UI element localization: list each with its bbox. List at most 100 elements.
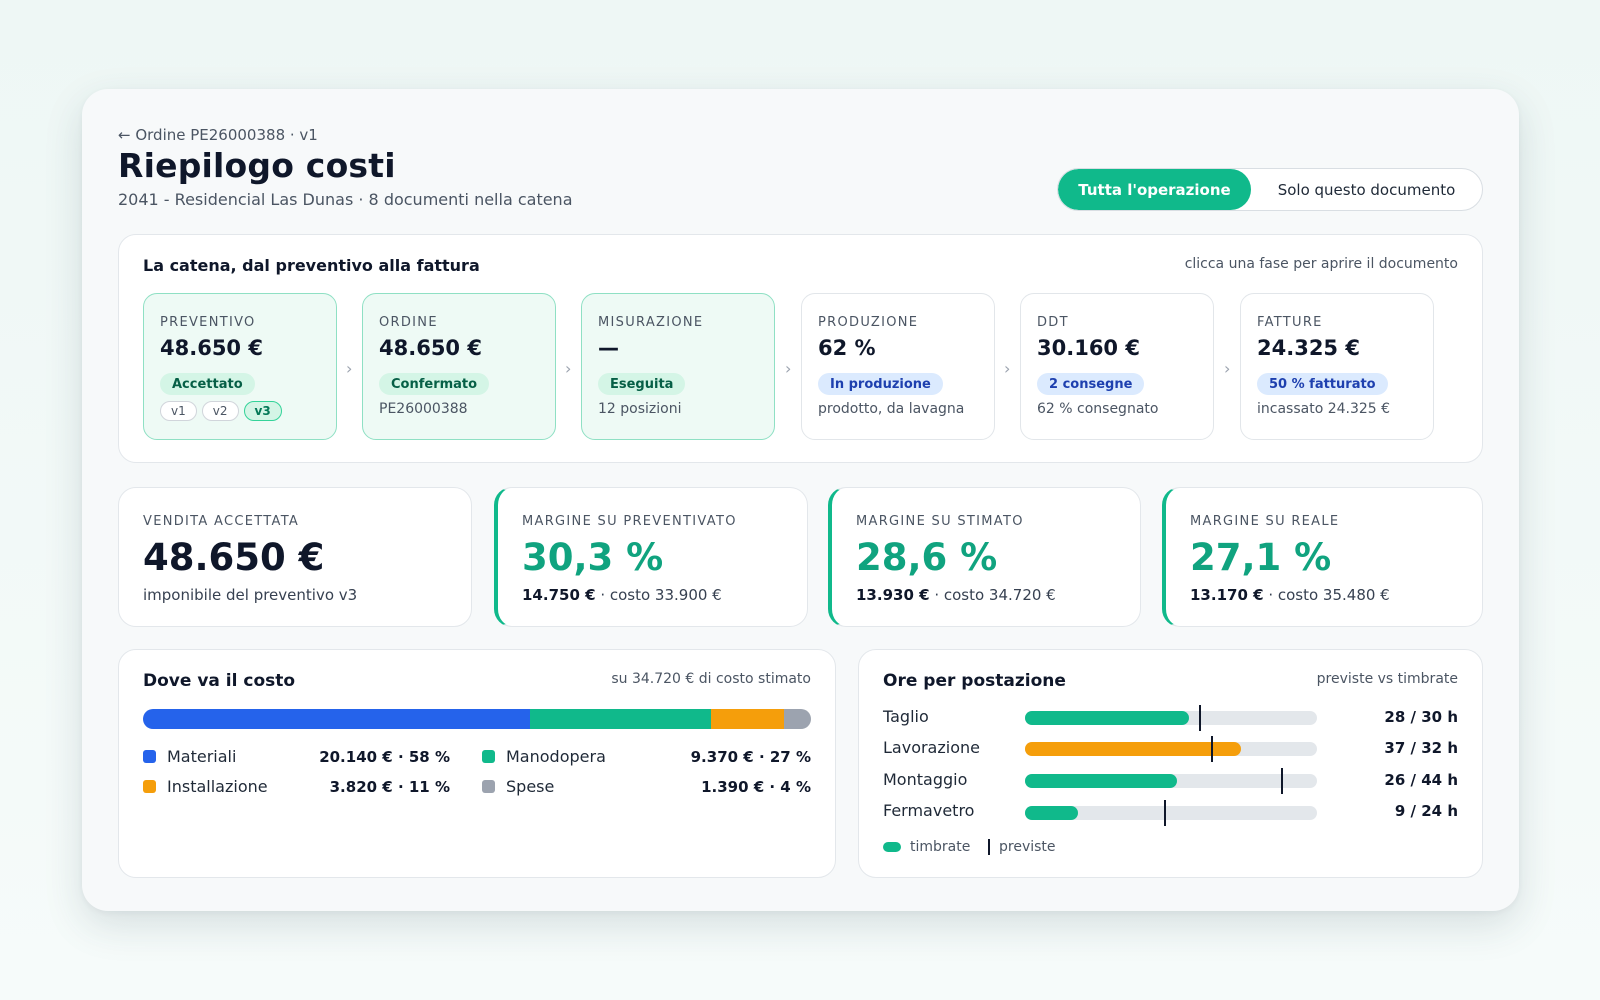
hours-title: Ore per postazione: [883, 671, 1066, 691]
kpi-margine-preventivato: MARGINE SU PREVENTIVATO 30,3 % 14.750 € …: [494, 487, 808, 627]
status-badge: In produzione: [818, 373, 943, 395]
chain-panel: La catena, dal preventivo alla fattura c…: [118, 234, 1483, 463]
status-badge: Eseguita: [598, 373, 686, 395]
hours-track: [1025, 705, 1317, 731]
hours-fill-logged: [1025, 774, 1177, 788]
version-list: v1 v2 v3: [160, 401, 282, 421]
phase-label: DDT: [1037, 315, 1069, 330]
kpi-vendita-accettata: VENDITA ACCETTATA 48.650 € imponibile de…: [118, 487, 472, 627]
legend-value: 1.390 € · 4 %: [701, 778, 811, 796]
legend-name: Manodopera: [506, 747, 606, 766]
phase-ordine[interactable]: ORDINE 48.650 € Confermato PE26000388: [362, 293, 556, 440]
legend-logged-label: timbrate: [910, 839, 971, 855]
kpi-sub: 14.750 € · costo 33.900 €: [522, 586, 722, 604]
hours-marker-planned: [1164, 800, 1167, 826]
phase-value: 24.325 €: [1257, 336, 1360, 360]
legend-name: Installazione: [167, 777, 268, 796]
station-label: Montaggio: [883, 770, 968, 789]
phase-note: PE26000388: [379, 401, 468, 417]
phase-ddt[interactable]: DDT 30.160 € 2 consegne 62 % consegnato: [1020, 293, 1214, 440]
hours-marker-planned: [1210, 736, 1213, 762]
legend-swatch-logged: [883, 842, 901, 852]
phase-misurazione[interactable]: MISURAZIONE — Eseguita 12 posizioni: [581, 293, 775, 440]
kpi-value: 48.650 €: [143, 536, 325, 579]
chevron-right-icon: ›: [1224, 359, 1231, 378]
cost-segment-installazione: [710, 709, 785, 729]
cost-hint: su 34.720 € di costo stimato: [611, 671, 811, 687]
toggle-whole-operation[interactable]: Tutta l'operazione: [1058, 169, 1251, 210]
legend-value: 20.140 € · 58 %: [319, 748, 450, 766]
phase-produzione[interactable]: PRODUZIONE 62 % In produzione prodotto, …: [801, 293, 995, 440]
phase-label: PRODUZIONE: [818, 315, 919, 330]
kpi-label: VENDITA ACCETTATA: [143, 514, 300, 529]
version-chip-v2[interactable]: v2: [201, 401, 239, 421]
station-label: Lavorazione: [883, 738, 980, 757]
scope-toggle: Tutta l'operazione Solo questo documento: [1057, 168, 1483, 211]
kpi-label: MARGINE SU PREVENTIVATO: [522, 514, 737, 529]
cost-breakdown-panel: Dove va il costo su 34.720 € di costo st…: [118, 649, 836, 878]
cost-stacked-bar: [143, 709, 811, 729]
kpi-cost: · costo 34.720 €: [929, 586, 1056, 604]
legend-swatch: [482, 750, 495, 763]
legend-materiali: Materiali: [143, 747, 236, 766]
phase-fatture[interactable]: FATTURE 24.325 € 50 % fatturato incassat…: [1240, 293, 1434, 440]
cost-title: Dove va il costo: [143, 671, 296, 691]
hours-track: [1025, 736, 1317, 762]
kpi-value: 30,3 %: [522, 536, 664, 579]
station-label: Fermavetro: [883, 801, 975, 820]
phase-label: PREVENTIVO: [160, 315, 256, 330]
kpi-label: MARGINE SU REALE: [1190, 514, 1340, 529]
kpi-amount: 13.170 €: [1190, 586, 1264, 604]
chain-title: La catena, dal preventivo alla fattura: [143, 256, 480, 275]
legend-tick-planned: [988, 839, 990, 855]
hours-marker-planned: [1199, 705, 1202, 731]
kpi-cost: · costo 33.900 €: [595, 586, 722, 604]
hours-hint: previste vs timbrate: [1316, 671, 1458, 687]
cost-segment-manodopera: [530, 709, 711, 729]
summary-card: ← Ordine PE26000388 · v1 Riepilogo costi…: [82, 89, 1519, 911]
kpi-label: MARGINE SU STIMATO: [856, 514, 1024, 529]
phase-note: 62 % consegnato: [1037, 401, 1159, 417]
chain-hint: clicca una fase per aprire il documento: [1184, 256, 1458, 272]
chevron-right-icon: ›: [565, 359, 572, 378]
back-link[interactable]: ← Ordine PE26000388 · v1: [118, 126, 318, 144]
kpi-margine-stimato: MARGINE SU STIMATO 28,6 % 13.930 € · cos…: [828, 487, 1141, 627]
toggle-this-document[interactable]: Solo questo documento: [1277, 180, 1456, 199]
status-badge: 2 consegne: [1037, 373, 1145, 395]
legend-logged: timbrate: [883, 839, 970, 855]
legend-value: 9.370 € · 27 %: [690, 748, 811, 766]
status-badge: Accettato: [160, 373, 255, 395]
hours-value: 28 / 30 h: [1384, 708, 1458, 726]
phase-note: incassato 24.325 €: [1257, 401, 1391, 417]
kpi-value: 28,6 %: [856, 536, 998, 579]
chevron-right-icon: ›: [785, 359, 792, 378]
page-subtitle: 2041 - Residencial Las Dunas · 8 documen…: [118, 190, 573, 209]
hours-value: 9 / 24 h: [1394, 802, 1458, 820]
hours-fill-logged: [1025, 806, 1078, 820]
kpi-amount: 13.930 €: [856, 586, 930, 604]
legend-manodopera: Manodopera: [482, 747, 606, 766]
hours-fill-logged: [1025, 742, 1242, 756]
phase-label: FATTURE: [1257, 315, 1323, 330]
legend-spese: Spese: [482, 777, 554, 796]
phase-value: 48.650 €: [160, 336, 263, 360]
phase-preventivo[interactable]: PREVENTIVO 48.650 € Accettato v1 v2 v3: [143, 293, 337, 440]
phase-label: MISURAZIONE: [598, 315, 704, 330]
version-chip-v1[interactable]: v1: [160, 401, 197, 421]
phase-note: prodotto, da lavagna: [818, 401, 965, 417]
kpi-sub: 13.930 € · costo 34.720 €: [856, 586, 1056, 604]
legend-value: 3.820 € · 11 %: [329, 778, 450, 796]
cost-segment-materiali: [143, 709, 531, 729]
cost-segment-spese: [784, 709, 811, 729]
hours-fill-logged: [1025, 711, 1189, 725]
phase-note: 12 posizioni: [598, 401, 682, 417]
version-chip-v3[interactable]: v3: [243, 401, 282, 421]
hours-track: [1025, 768, 1317, 794]
legend-planned-label: previste: [999, 839, 1056, 855]
legend-name: Spese: [506, 777, 555, 796]
legend-swatch: [143, 750, 156, 763]
kpi-amount: 14.750 €: [522, 586, 596, 604]
kpi-margine-reale: MARGINE SU REALE 27,1 % 13.170 € · costo…: [1162, 487, 1483, 627]
chevron-right-icon: ›: [346, 359, 353, 378]
status-badge: Confermato: [379, 373, 490, 395]
